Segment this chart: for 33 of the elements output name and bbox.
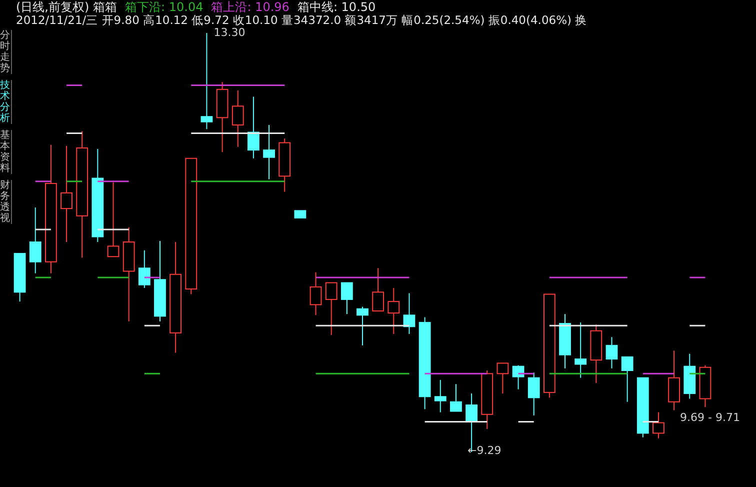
text: 箱上沿: 10.96 [211,0,290,14]
text: 基本资料 [0,130,12,174]
candlestick [44,144,57,274]
candlestick [232,90,244,148]
candlestick [574,322,587,378]
candlestick [388,287,400,334]
candlestick [76,130,88,258]
text: 箱下沿: 10.04 [125,0,204,14]
chart-title: (日线,前复权) 箱箱 [16,0,117,14]
candlestick [403,292,416,334]
candlestick [668,350,680,411]
candlestick [606,336,618,369]
candlestick [60,145,72,242]
candlestick [170,241,182,354]
text: 技术分析 [0,80,12,124]
candlestick [122,226,135,322]
candlestick [559,314,571,369]
candlestick [29,206,42,274]
annotation: 13.30 [214,26,246,39]
text: 财务透视 [0,180,12,224]
candlestick [200,32,213,130]
annotation: 9.69 - 9.71 [680,411,740,424]
text: 箱中线: 10.50 [297,0,376,14]
text: 分时走势 [0,30,12,74]
candlestick [263,124,275,180]
candlestick [248,96,260,159]
candlestick [652,412,664,439]
candlestick [154,240,166,322]
annotation: ←9.29 [468,444,502,457]
candlestick [418,316,431,410]
candlestick [434,379,446,413]
candlestick [310,272,322,316]
chart-subtitle: 2012/11/21/三 开9.80 高10.12 低9.72 收10.10 量34372.0 额3417万 幅0.25(2.54%) 振0.40(4.06%) 换 [16,13,588,27]
